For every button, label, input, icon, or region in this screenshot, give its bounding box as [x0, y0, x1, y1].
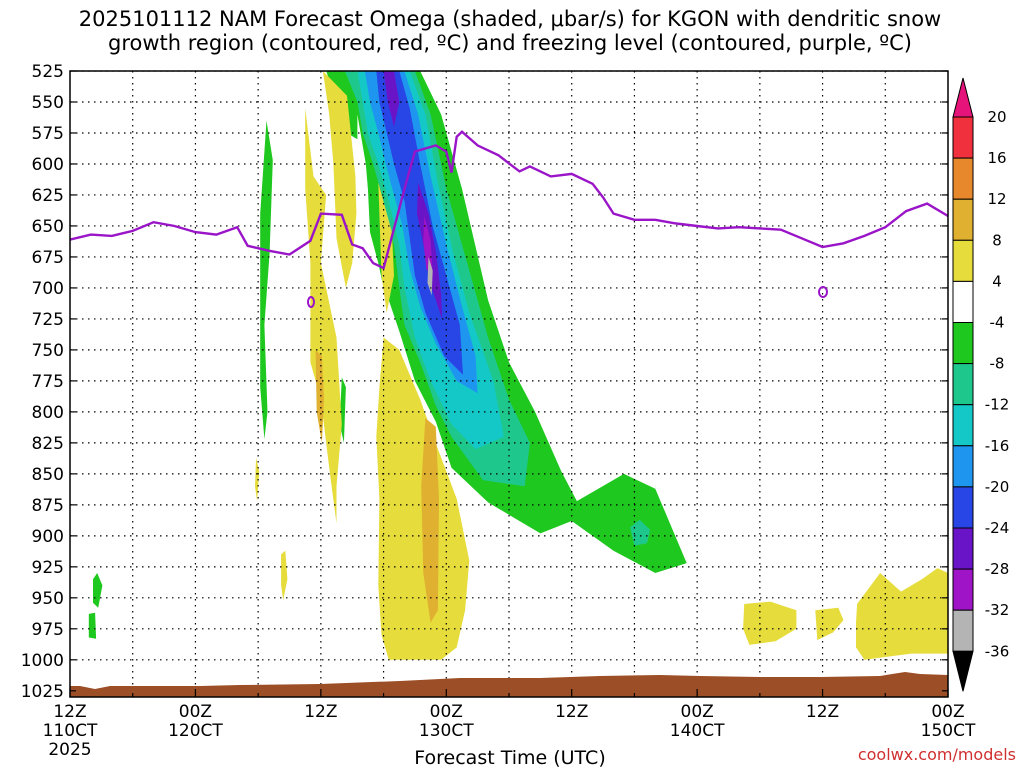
colorbar-label: -12 — [985, 396, 1010, 414]
colorbar-max-arrow — [952, 77, 974, 118]
x-tick-label-hour: 00Z — [430, 702, 463, 722]
y-tick-label: 1025 — [21, 682, 64, 702]
colorbar-label: -20 — [985, 478, 1010, 496]
colorbar-bin — [952, 157, 974, 200]
x-tick-label-day: 140CT — [670, 721, 725, 741]
x-tick-label-day: 150CT — [921, 721, 976, 741]
x-tick-label-hour: 12Z — [555, 702, 588, 722]
x-tick-label-hour: 00Z — [681, 702, 714, 722]
freezing-level-line — [70, 130, 948, 270]
colorbar-min-arrow — [952, 650, 974, 692]
colorbar-label: -24 — [985, 519, 1010, 537]
omega-pos-4-h — [815, 607, 844, 640]
credit-text: coolwx.com/models — [858, 745, 1016, 764]
omega-pos-4-g — [743, 601, 797, 645]
y-tick-label: 850 — [32, 465, 64, 485]
colorbar-label: -32 — [985, 601, 1010, 619]
y-tick-label: 800 — [32, 403, 64, 423]
omega-neg-32 — [423, 216, 433, 276]
chart-title-line-1: 2025101112 NAM Forecast Omega (shaded, μ… — [79, 7, 941, 31]
colorbar-bin — [952, 486, 974, 529]
colorbar-bin — [952, 239, 974, 282]
colorbar-label: -8 — [990, 355, 1005, 373]
omega-neg-36 — [427, 256, 433, 296]
x-tick-label-year: 2025 — [48, 740, 91, 760]
x-tick-label-day: 110CT — [43, 721, 98, 741]
x-tick-label-day: 130CT — [419, 721, 474, 741]
x-axis-title: Forecast Time (UTC) — [414, 747, 605, 768]
omega-pos-4-e — [281, 550, 288, 601]
omega-pos-8-b — [421, 418, 439, 623]
y-tick-label: 650 — [32, 217, 64, 237]
y-tick-label: 900 — [32, 527, 64, 547]
y-tick-label: 700 — [32, 279, 64, 299]
chart-title-line-2: growth region (contoured, red, ºC) and f… — [108, 31, 912, 55]
x-tick-label-day: 120CT — [168, 721, 223, 741]
omega-neg-8-e — [93, 573, 103, 608]
colorbar-label: 16 — [987, 149, 1006, 167]
y-tick-label: 975 — [32, 620, 64, 640]
colorbar-bin — [952, 609, 974, 652]
omega-neg-28 — [383, 71, 400, 127]
colorbar-bin — [952, 527, 974, 570]
terrain-ground — [70, 672, 948, 697]
y-tick-label: 675 — [32, 248, 64, 268]
y-tick-label: 600 — [32, 155, 64, 175]
x-tick-label-hour: 00Z — [179, 702, 212, 722]
omega-pos-8-a — [315, 349, 324, 443]
y-tick-label: 525 — [32, 62, 64, 82]
y-tick-label: 825 — [32, 434, 64, 454]
y-tick-label: 925 — [32, 558, 64, 578]
x-tick-label-hour: 00Z — [931, 702, 964, 722]
y-tick-label: 775 — [32, 372, 64, 392]
colorbar-label: 8 — [992, 231, 1002, 249]
y-axis: 525 550 575 600 625 650 675 700 725 750 775 800 825 8… — [21, 62, 948, 702]
colorbar-bin — [952, 363, 974, 406]
colorbar-label: -28 — [985, 560, 1010, 578]
colorbar-label: -36 — [985, 642, 1010, 660]
colorbar-label: -16 — [985, 437, 1010, 455]
y-tick-label: 625 — [32, 186, 64, 206]
colorbar-bin — [952, 116, 974, 159]
omega-neg-8-c — [260, 120, 273, 440]
y-tick-label: 750 — [32, 341, 64, 361]
omega-pos-4-c — [378, 182, 394, 313]
omega-neg-12-g — [630, 519, 651, 546]
y-tick-label: 875 — [32, 496, 64, 516]
omega-pos-4-a — [305, 108, 342, 524]
y-tick-label: 950 — [32, 589, 64, 609]
freezing-level — [70, 130, 948, 308]
colorbar-label: 4 — [992, 272, 1002, 290]
colorbar-label: -4 — [990, 314, 1005, 332]
y-tick-label: 575 — [32, 124, 64, 144]
x-tick-label-hour: 12Z — [53, 702, 86, 722]
colorbar-bin — [952, 404, 974, 447]
colorbar-bin — [952, 280, 974, 323]
colorbar-label: 20 — [987, 108, 1006, 126]
colorbar-bin — [952, 322, 974, 365]
colorbar-label: 12 — [987, 190, 1006, 208]
colorbar-bin — [952, 198, 974, 241]
omega-pos-4-i — [856, 568, 948, 660]
colorbar-bin — [952, 445, 974, 488]
omega-shading — [88, 71, 948, 660]
terrain — [70, 672, 948, 697]
colorbar: 20 16 12 8 4 -4 -8 -12 -16 -20 -24 -28 -32 -36 — [952, 77, 1010, 692]
y-tick-label: 550 — [32, 93, 64, 113]
omega-pos-4-f — [255, 457, 260, 502]
colorbar-bin — [952, 568, 974, 611]
omega-neg-8-f — [88, 612, 97, 639]
freezing-level-marker-1 — [307, 296, 315, 308]
y-tick-label: 725 — [32, 310, 64, 330]
y-tick-label: 1000 — [21, 651, 64, 671]
x-tick-label-hour: 12Z — [304, 702, 337, 722]
freezing-level-marker-2 — [818, 286, 828, 298]
x-tick-label-hour: 12Z — [806, 702, 839, 722]
